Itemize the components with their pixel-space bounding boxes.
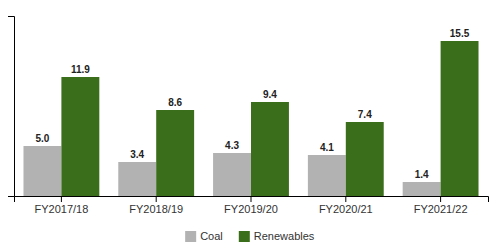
legend-swatch (239, 231, 250, 242)
x-tick-label: FY2018/19 (129, 203, 183, 215)
x-tick: FY2018/19 (129, 196, 183, 215)
x-tick: FY2020/21 (319, 196, 373, 215)
bar-series (61, 41, 478, 196)
bars (23, 41, 478, 196)
data-label: 7.4 (358, 109, 372, 120)
data-label: 4.1 (320, 142, 334, 153)
bar (118, 162, 156, 196)
chart: 5.0 3.4 4.3 4.1 1.4 11.9 8.6 9.4 7.4 15.5 FY2017/1… (0, 0, 500, 252)
data-label: 3.4 (130, 149, 144, 160)
bar (156, 110, 194, 196)
data-label: 8.6 (168, 97, 182, 108)
legend-item: Coal (185, 230, 223, 242)
x-tick-label: FY2017/18 (34, 203, 88, 215)
legend-label: Renewables (254, 230, 315, 242)
x-tick: FY2019/20 (224, 196, 278, 215)
bar (61, 77, 99, 196)
x-tick-label: FY2021/22 (414, 203, 468, 215)
legend: Coal Renewables (185, 230, 315, 242)
x-tick-mark (251, 196, 252, 202)
data-label: 1.4 (415, 169, 429, 180)
bar (403, 182, 441, 196)
x-tick: FY2021/22 (414, 196, 468, 215)
x-tick-mark (345, 196, 346, 202)
bar (441, 41, 479, 196)
legend-swatch (185, 231, 196, 242)
data-label: 9.4 (263, 89, 277, 100)
data-label: 4.3 (225, 140, 239, 151)
bar (251, 102, 289, 196)
x-axis: FY2017/18 FY2018/19 FY2019/20 FY2020/21 FY20… (15, 196, 489, 215)
bar (23, 146, 61, 196)
x-tick-mark (156, 196, 157, 202)
plot: 5.0 3.4 4.3 4.1 1.4 11.9 8.6 9.4 7.4 15.5 FY2017/1… (8, 17, 489, 215)
x-tick-label: FY2019/20 (224, 203, 278, 215)
legend-item: Renewables (239, 230, 315, 242)
x-tick: FY2017/18 (34, 196, 88, 215)
bar (346, 122, 384, 196)
data-label: 5.0 (35, 133, 49, 144)
x-tick-label: FY2020/21 (319, 203, 373, 215)
x-tick-mark (61, 196, 62, 202)
y-axis (8, 17, 15, 197)
data-label: 11.9 (71, 64, 90, 75)
bar (213, 153, 251, 196)
x-tick-mark (440, 196, 441, 202)
data-label: 15.5 (450, 28, 470, 39)
bar (308, 155, 346, 196)
data-labels: 5.0 3.4 4.3 4.1 1.4 11.9 8.6 9.4 7.4 15.5 (35, 28, 469, 180)
y-axis-line (8, 17, 15, 197)
legend-label: Coal (200, 230, 223, 242)
x-axis-line (15, 197, 489, 203)
